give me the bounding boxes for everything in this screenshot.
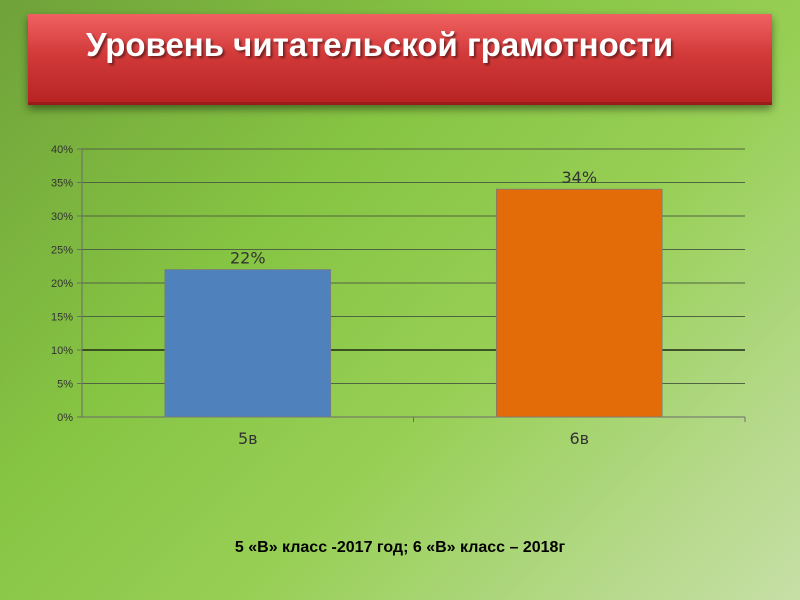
bar-1 [164,269,332,418]
y-tick-label: 40% [51,144,73,156]
y-tick-label: 15% [51,312,73,324]
chart-caption: 5 «В» класс -2017 год; 6 «В» класс – 201… [234,539,566,556]
y-tick-label: 30% [51,211,73,223]
y-tick-label: 5% [57,379,73,391]
data-label: 34% [561,168,597,187]
y-tick-label: 10% [51,345,73,357]
x-tick-label: 5в [238,429,258,448]
page-title: Уровень читательской грамотности [86,26,674,63]
data-label: 22% [230,249,266,268]
bar-2 [495,188,663,418]
y-tick-label: 25% [51,245,73,257]
y-tick-label: 0% [57,412,73,424]
x-tick-label: 6в [569,429,589,448]
y-tick-label: 35% [51,178,73,190]
title-banner: Уровень читательской грамотности [28,14,772,105]
y-tick-label: 20% [51,278,73,290]
